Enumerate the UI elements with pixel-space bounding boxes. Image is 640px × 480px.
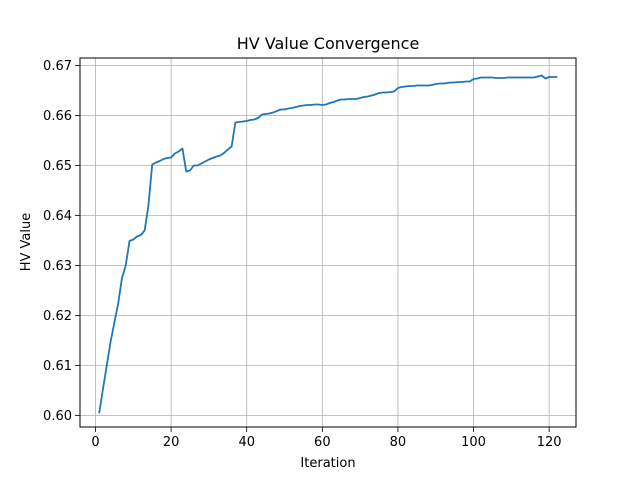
y-tick-label: 0.62 — [43, 309, 72, 324]
y-tick-label: 0.60 — [43, 409, 72, 424]
axis-ticks: 0 20 40 60 80 100 120 0.60 0.61 0.62 0.63 0.64 0.65 0… — [43, 59, 562, 450]
x-tick-label: 0 — [91, 435, 99, 450]
y-tick-label: 0.61 — [43, 359, 72, 374]
x-tick-label: 60 — [314, 435, 331, 450]
y-tick-label: 0.66 — [43, 109, 72, 124]
x-tick-label: 20 — [163, 435, 180, 450]
y-tick-label: 0.63 — [43, 259, 72, 274]
y-tick-label: 0.65 — [43, 159, 72, 174]
y-tick-label: 0.67 — [43, 59, 72, 74]
grid-lines — [80, 58, 576, 427]
hv-value-series-line — [98, 74, 558, 414]
x-tick-label: 40 — [238, 435, 255, 450]
x-axis-title: Iteration — [300, 456, 355, 471]
chart-title: HV Value Convergence — [237, 34, 420, 53]
series-layer — [98, 74, 558, 414]
x-tick-label: 80 — [390, 435, 407, 450]
y-axis-title: HV Value — [19, 213, 34, 272]
y-tick-label: 0.64 — [43, 209, 72, 224]
plot-frame — [79, 57, 577, 428]
x-tick-label: 100 — [461, 435, 486, 450]
x-tick-label: 120 — [537, 435, 562, 450]
